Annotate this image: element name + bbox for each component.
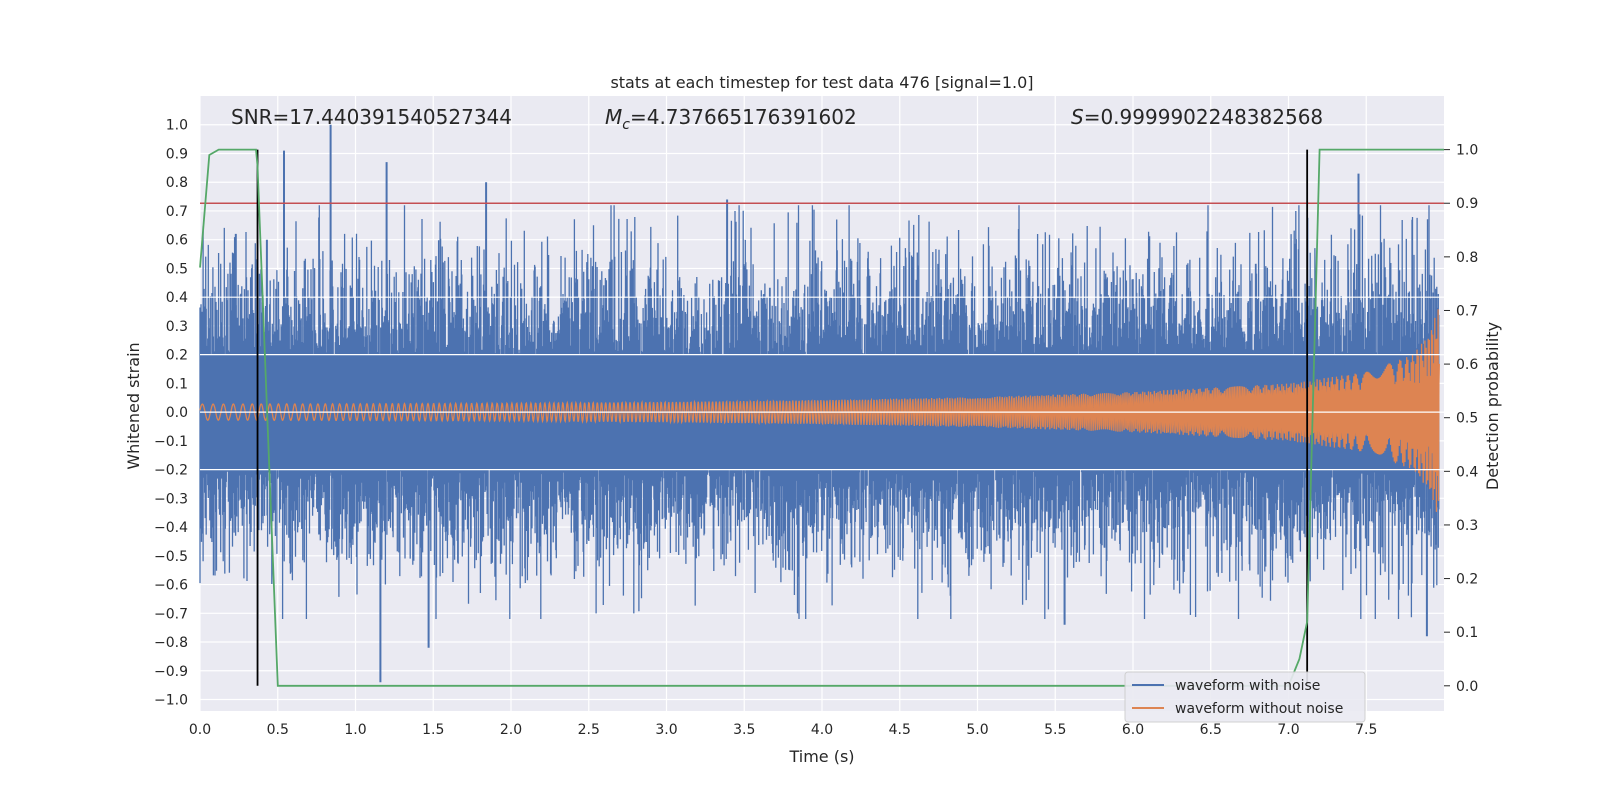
detection-probability-line bbox=[199, 148, 1444, 687]
x-tick-label: 0.5 bbox=[267, 722, 289, 738]
y-tick-label: 0.2 bbox=[166, 348, 188, 364]
y-tick-label: 0.4 bbox=[166, 290, 188, 306]
y-tick-label: −1.0 bbox=[154, 693, 188, 709]
x-tick-label: 5.5 bbox=[1044, 722, 1066, 738]
x-tick-label: 1.5 bbox=[422, 722, 444, 738]
x-tick-label: 4.0 bbox=[811, 722, 833, 738]
mc-value: =4.737665176391602 bbox=[630, 105, 857, 129]
y-tick-label: 0.9 bbox=[166, 146, 188, 162]
y2-tick-label: 0.1 bbox=[1456, 625, 1478, 641]
y-tick-label: −0.9 bbox=[154, 664, 188, 680]
y-tick-label: 0.8 bbox=[166, 175, 188, 191]
s-value: =0.9999902248382568 bbox=[1084, 105, 1323, 129]
s-annotation: S=0.9999902248382568 bbox=[1071, 105, 1323, 129]
y2-tick-label: 0.6 bbox=[1456, 357, 1478, 373]
x-tick-label: 3.5 bbox=[733, 722, 755, 738]
clean-waveform bbox=[199, 309, 1440, 512]
x-tick-label: 2.5 bbox=[578, 722, 600, 738]
x-tick-label: 4.5 bbox=[889, 722, 911, 738]
x-tick-label: 2.0 bbox=[500, 722, 522, 738]
mc-symbol: M bbox=[605, 105, 622, 129]
x-tick-label: 7.0 bbox=[1277, 722, 1299, 738]
y2-axis-label: Detection probability bbox=[1483, 322, 1502, 490]
x-tick-label: 6.0 bbox=[1122, 722, 1144, 738]
y-tick-label: 0.1 bbox=[166, 376, 188, 392]
x-tick-label: 3.0 bbox=[655, 722, 677, 738]
x-tick-label: 1.0 bbox=[344, 722, 366, 738]
ticks-layer: 0.0 0.5 1.0 1.5 2.0 2.5 3.0 3.5 4.0 4.5 5.0 5.5 6.0 6… bbox=[154, 118, 1478, 738]
y2-tick-label: 0.8 bbox=[1456, 250, 1478, 266]
snr-annotation: SNR=17.440391540527344 bbox=[231, 105, 512, 129]
x-axis-label: Time (s) bbox=[788, 747, 854, 766]
legend-label-clean: waveform without noise bbox=[1175, 701, 1343, 717]
series-layer bbox=[199, 124, 1444, 687]
y2-tick-label: 0.5 bbox=[1456, 411, 1478, 427]
y-tick-label: 0.3 bbox=[166, 319, 188, 335]
y2-tick-label: 0.9 bbox=[1456, 196, 1478, 212]
x-tick-label: 6.5 bbox=[1200, 722, 1222, 738]
y-tick-label: −0.3 bbox=[154, 491, 188, 507]
y2-tick-label: 0.0 bbox=[1456, 679, 1478, 695]
mc-subscript: c bbox=[622, 117, 630, 133]
y2-tick-label: 0.7 bbox=[1456, 303, 1478, 319]
y-tick-label: −0.7 bbox=[154, 606, 188, 622]
s-symbol: S bbox=[1071, 105, 1084, 129]
y-tick-label: 0.5 bbox=[166, 261, 188, 277]
y-tick-label: −0.6 bbox=[154, 578, 188, 594]
x-tick-label: 5.0 bbox=[966, 722, 988, 738]
y-tick-label: 0.7 bbox=[166, 204, 188, 220]
y-tick-label: −0.4 bbox=[154, 520, 188, 536]
legend: waveform with noise waveform without noi… bbox=[1124, 671, 1366, 723]
y2-tick-label: 0.2 bbox=[1456, 572, 1478, 588]
y-tick-label: −0.1 bbox=[154, 434, 188, 450]
y-tick-label: 1.0 bbox=[166, 118, 188, 134]
y-tick-label: −0.2 bbox=[154, 463, 188, 479]
chart-title: stats at each timestep for test data 476… bbox=[610, 73, 1033, 92]
y-tick-label: 0.6 bbox=[166, 233, 188, 249]
legend-label-noise: waveform with noise bbox=[1175, 678, 1320, 694]
legend-box bbox=[1124, 671, 1366, 723]
x-tick-label: 0.0 bbox=[189, 722, 211, 738]
y-tick-label: 0.0 bbox=[166, 405, 188, 421]
y2-tick-label: 0.3 bbox=[1456, 518, 1478, 534]
y2-tick-label: 0.4 bbox=[1456, 464, 1478, 480]
mc-annotation: Mc=4.737665176391602 bbox=[605, 105, 857, 133]
x-tick-label: 7.5 bbox=[1355, 722, 1377, 738]
y2-tick-label: 1.0 bbox=[1456, 143, 1478, 159]
y-tick-label: −0.5 bbox=[154, 549, 188, 565]
y-tick-label: −0.8 bbox=[154, 635, 188, 651]
y-axis-label: Whitened strain bbox=[124, 342, 143, 469]
